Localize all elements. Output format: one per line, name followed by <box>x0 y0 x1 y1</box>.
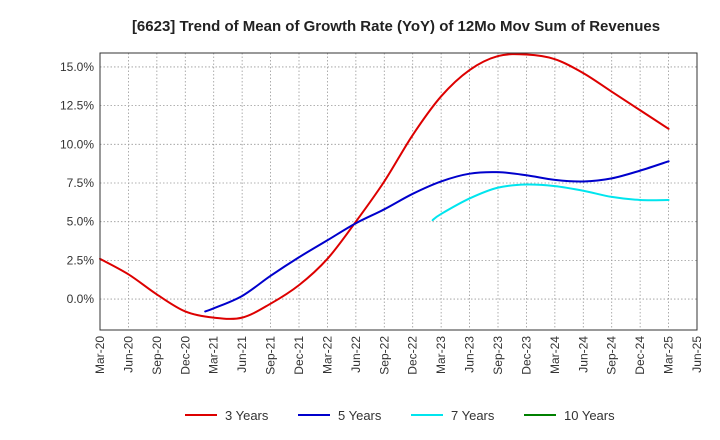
x-tick-label: Jun-22 <box>349 336 363 373</box>
legend-label-3-years: 3 Years <box>225 408 269 423</box>
x-tick-label: Mar-23 <box>434 336 448 374</box>
x-axis-tick-labels: Mar-20 Jun-20 Sep-20 Dec-20 Mar-21 Jun-21 Sep-… <box>93 336 704 375</box>
y-tick-label: 7.5% <box>67 176 95 190</box>
y-tick-label: 15.0% <box>60 60 94 74</box>
x-tick-label: Jun-24 <box>576 336 590 373</box>
x-tick-label: Sep-23 <box>491 336 505 375</box>
x-tick-label: Jun-23 <box>463 336 477 373</box>
x-tick-label: Jun-25 <box>690 336 704 373</box>
grid <box>99 53 698 330</box>
x-tick-label: Mar-24 <box>548 336 562 374</box>
x-tick-label: Jun-21 <box>235 336 249 373</box>
y-tick-label: 12.5% <box>60 99 94 113</box>
series-line-3-years <box>99 53 670 320</box>
x-tick-label: Mar-21 <box>207 336 221 374</box>
x-tick-label: Sep-20 <box>150 336 164 375</box>
x-tick-label: Mar-20 <box>93 336 107 374</box>
x-tick-label: Sep-24 <box>605 336 619 375</box>
legend: 3 Years 5 Years 7 Years 10 Years <box>185 408 615 423</box>
x-tick-label: Mar-22 <box>320 336 334 374</box>
x-tick-label: Dec-21 <box>292 336 306 375</box>
legend-label-7-years: 7 Years <box>451 408 495 423</box>
series-lines <box>99 53 670 320</box>
y-tick-label: 0.0% <box>67 292 95 306</box>
chart-title: [6623] Trend of Mean of Growth Rate (YoY… <box>132 18 660 35</box>
x-tick-label: Jun-20 <box>121 336 135 373</box>
x-tick-label: Dec-22 <box>406 336 420 375</box>
y-axis-tick-labels: 0.0% 2.5% 5.0% 7.5% 10.0% 12.5% 15.0% <box>60 60 94 306</box>
y-tick-label: 10.0% <box>60 137 94 151</box>
series-line-7-years <box>431 183 670 222</box>
x-tick-label: Dec-24 <box>633 336 647 375</box>
y-tick-label: 5.0% <box>67 215 95 229</box>
plot-area-frame <box>99 52 698 331</box>
x-tick-label: Dec-23 <box>519 336 533 375</box>
x-tick-label: Sep-21 <box>264 336 278 375</box>
series-line-5-years <box>204 160 670 313</box>
legend-label-5-years: 5 Years <box>338 408 382 423</box>
x-tick-label: Sep-22 <box>377 336 391 375</box>
x-tick-label: Dec-20 <box>178 336 192 375</box>
y-tick-label: 2.5% <box>67 253 95 267</box>
x-tick-label: Mar-25 <box>662 336 676 374</box>
legend-label-10-years: 10 Years <box>564 408 615 423</box>
